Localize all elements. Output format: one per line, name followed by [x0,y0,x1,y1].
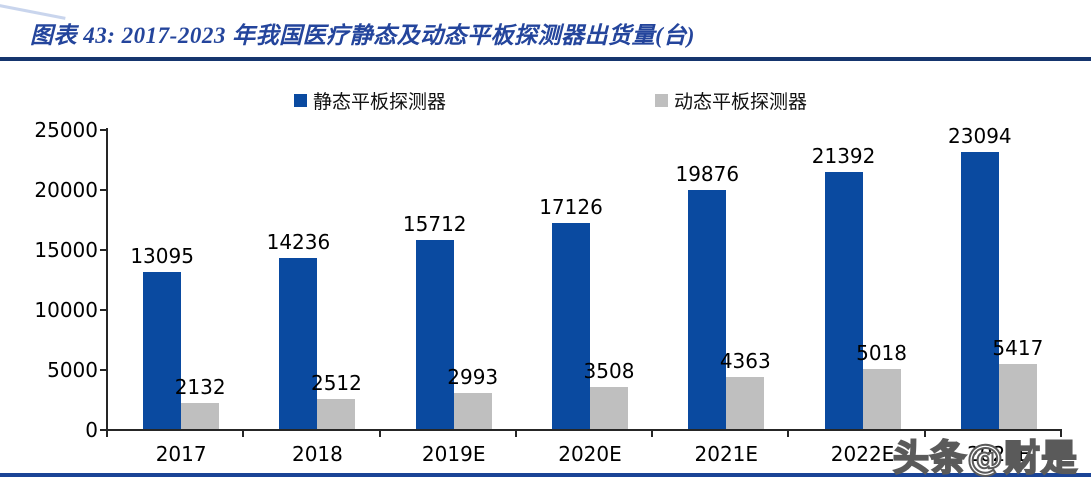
site-watermark: 头条@财是 [892,437,1079,480]
legend-label-static: 静态平板探测器 [313,92,447,113]
value-label-dynamic-2017: 2132 [174,375,226,400]
figure-title: 图表 43: 2017-2023 年我国医疗静态及动态平板探测器出货量(台) [30,23,695,48]
value-label-dynamic-2021E: 4363 [719,348,771,373]
title-divider-rule [0,57,1091,61]
x-axis-label-2018: 2018 [291,442,343,466]
bar-static-2019E [415,240,454,429]
x-axis-label-2023E: 2023E [967,442,1031,466]
y-tick-label: 5000 [47,358,98,382]
bottom-divider-rule [0,473,1091,477]
bar-static-2022E [824,172,863,429]
x-axis-tick [651,429,654,437]
bar-dynamic-2017 [181,403,220,429]
x-axis-tick [787,429,790,437]
bar-dynamic-2023E [998,363,1037,429]
y-tick-label: 20000 [34,178,98,202]
legend-label-dynamic: 动态平板探测器 [674,92,808,113]
value-label-static-2023E: 23094 [948,123,1012,148]
value-label-dynamic-2022E: 5018 [856,340,908,365]
value-label-dynamic-2023E: 5417 [992,335,1044,360]
bar-static-2018 [279,258,318,429]
x-axis-tick [1060,429,1062,437]
y-tick-label: 0 [85,418,98,442]
x-axis-line [106,429,1062,431]
y-axis-tick [100,429,106,431]
bar-dynamic-2020E [590,386,628,429]
bar-dynamic-2018 [317,398,356,429]
y-tick-label: 25000 [34,118,98,142]
bar-static-2021E [688,190,727,429]
x-axis-tick [106,429,108,437]
y-axis-line [106,128,108,429]
x-axis-label-2022E: 2022E [830,442,895,466]
bar-static-2020E [552,223,590,429]
value-label-dynamic-2018: 2512 [310,370,362,395]
legend-item-static: 静态平板探测器 [294,87,446,114]
y-tick-label: 10000 [34,298,98,322]
value-label-dynamic-2019E: 2993 [447,365,499,390]
value-label-static-2021E: 19876 [675,162,740,187]
y-tick-label: 15000 [34,238,98,262]
value-label-static-2018: 14236 [266,230,331,255]
x-axis-tick [514,429,517,437]
bar-dynamic-2021E [726,376,765,429]
value-label-static-2019E: 15712 [402,212,467,237]
y-axis-tick [100,129,106,131]
bar-dynamic-2022E [862,368,901,429]
y-axis-tick [100,369,106,371]
bar-static-2017 [143,271,182,429]
legend-item-dynamic: 动态平板探测器 [655,87,807,114]
legend-swatch-static-icon [294,94,307,107]
x-axis-tick [242,429,245,437]
bar-static-2023E [960,151,999,429]
x-axis-label-2020E: 2020E [558,442,622,466]
bar-dynamic-2019E [453,393,492,429]
x-axis-label-2017: 2017 [155,442,207,466]
x-axis-label-2021E: 2021E [694,442,759,466]
value-label-static-2017: 13095 [130,243,194,268]
value-label-static-2022E: 21392 [811,144,876,169]
value-label-static-2020E: 17126 [539,195,603,220]
y-axis-tick [100,309,106,311]
y-axis-tick [100,249,106,251]
value-label-dynamic-2020E: 3508 [583,358,635,383]
x-axis-tick [378,429,381,437]
x-axis-label-2019E: 2019E [421,442,486,466]
legend-swatch-dynamic-icon [655,94,668,107]
x-axis-tick [923,429,926,437]
y-axis-tick [100,189,106,191]
